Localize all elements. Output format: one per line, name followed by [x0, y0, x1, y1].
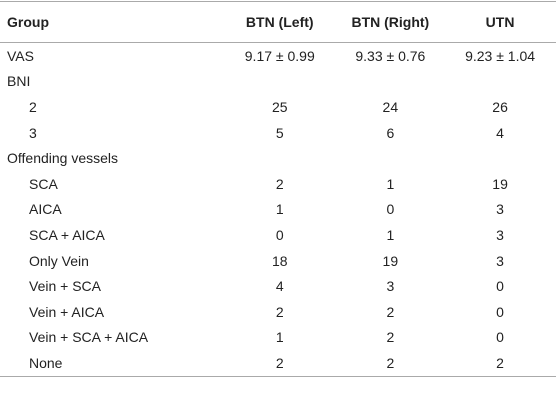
cell: 2 [275, 175, 284, 192]
row-label: 2 [29, 98, 37, 115]
column-header: Group [0, 1, 223, 43]
cell [337, 69, 445, 95]
column-header: BTN (Right) [336, 1, 445, 43]
cell: 3 [386, 278, 395, 295]
cell: 4 [275, 278, 284, 295]
cell [223, 69, 337, 95]
cell: 9.17 ± 0.99 [244, 47, 315, 64]
table-row: 2 25 24 26 [0, 94, 556, 120]
cell: 25 [271, 98, 288, 115]
cell: 9.23 ± 1.04 [465, 47, 536, 64]
table-body: VAS 9.17 ± 0.99 9.33 ± 0.76 9.23 ± 1.04 BNI 2… [0, 43, 556, 377]
cell: 1 [386, 226, 395, 243]
group-row: Offending vessels [0, 145, 556, 171]
cell: 0 [496, 303, 504, 320]
cell: 1 [386, 175, 395, 192]
table-row: Only Vein 18 19 3 [0, 248, 556, 274]
table-row: None 2 2 2 [0, 350, 556, 376]
cell: 1 [275, 329, 284, 346]
cell: 24 [382, 98, 399, 115]
row-label: None [29, 354, 63, 371]
row-label: AICA [29, 201, 62, 218]
cell: 18 [271, 252, 288, 269]
cell: 0 [275, 226, 284, 243]
cell: 0 [496, 329, 504, 346]
cell: 19 [382, 252, 399, 269]
row-label: Only Vein [29, 252, 89, 269]
group-label: Offending vessels [7, 150, 119, 167]
cell: 3 [496, 201, 504, 218]
table-row: SCA 2 1 19 [0, 171, 556, 197]
cell: 3 [496, 252, 504, 269]
data-table: Group BTN (Left) BTN (Right) UTN VAS 9.17 ± … [0, 1, 556, 377]
cell: 9.33 ± 0.76 [355, 47, 426, 64]
row-label: 3 [29, 124, 37, 141]
cell: 2 [275, 303, 284, 320]
cell [444, 69, 556, 95]
row-label: Vein + AICA [29, 303, 105, 320]
cell: 2 [386, 303, 395, 320]
table-row: AICA 1 0 3 [0, 197, 556, 223]
table-row: VAS 9.17 ± 0.99 9.33 ± 0.76 9.23 ± 1.04 [0, 43, 556, 69]
cell: 26 [492, 98, 508, 115]
cell: 2 [275, 354, 284, 371]
column-header: BTN (Left) [222, 1, 337, 43]
row-label: VAS [7, 47, 34, 64]
cell: 2 [496, 354, 504, 371]
column-header: UTN [444, 1, 556, 43]
table-row: Vein + SCA + AICA 1 2 0 [0, 325, 556, 351]
group-row: BNI [0, 69, 556, 95]
cell: 2 [386, 354, 395, 371]
cell: 4 [496, 124, 504, 141]
row-label: Vein + SCA [29, 278, 101, 295]
row-label: SCA + AICA [29, 226, 105, 243]
group-label: BNI [7, 73, 31, 90]
cell: 5 [275, 124, 284, 141]
row-label: Vein + SCA + AICA [29, 329, 149, 346]
header-row: Group BTN (Left) BTN (Right) UTN [0, 1, 556, 43]
cell: 1 [275, 201, 284, 218]
table-header: Group BTN (Left) BTN (Right) UTN [0, 1, 556, 43]
cell: 19 [492, 175, 508, 192]
table-row: Vein + SCA 4 3 0 [0, 273, 556, 299]
cell: 6 [386, 124, 395, 141]
table-row: Vein + AICA 2 2 0 [0, 299, 556, 325]
cell [444, 145, 556, 171]
row-label: SCA [29, 175, 58, 192]
cell: 0 [496, 278, 504, 295]
cell: 2 [386, 329, 395, 346]
cell: 0 [386, 201, 395, 218]
table-row: SCA + AICA 0 1 3 [0, 222, 556, 248]
cell [337, 145, 445, 171]
cell: 3 [496, 226, 504, 243]
table-row: 3 5 6 4 [0, 120, 556, 146]
cell [223, 145, 337, 171]
